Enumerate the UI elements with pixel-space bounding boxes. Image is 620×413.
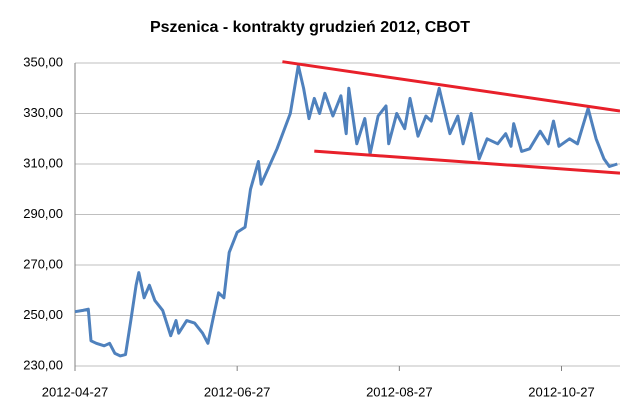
y-tick-label: 310,00 xyxy=(23,155,63,170)
y-tick-label: 350,00 xyxy=(23,54,63,69)
y-tick-label: 250,00 xyxy=(23,307,63,322)
x-tick-label: 2012-06-27 xyxy=(204,384,271,399)
y-tick-label: 290,00 xyxy=(23,206,63,221)
x-tick-label: 2012-08-27 xyxy=(366,384,433,399)
y-tick-label: 230,00 xyxy=(23,357,63,372)
trend-line xyxy=(314,149,620,175)
y-tick-label: 330,00 xyxy=(23,105,63,120)
x-tick-label: 2012-04-27 xyxy=(42,384,109,399)
chart-title: Pszenica - kontrakty grudzień 2012, CBOT xyxy=(150,19,470,36)
trend-line xyxy=(282,60,620,113)
data-line xyxy=(74,64,618,358)
y-tick-label: 270,00 xyxy=(23,256,63,271)
x-tick-label: 2012-10-27 xyxy=(528,384,595,399)
